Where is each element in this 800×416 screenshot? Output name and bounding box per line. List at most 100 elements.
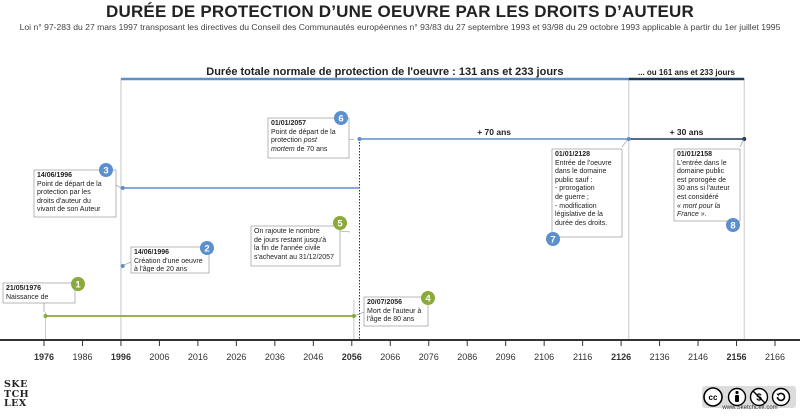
span-point	[357, 137, 362, 141]
callout-pointer	[348, 138, 355, 141]
by-icon	[727, 387, 747, 407]
axis-tick-label: 2156	[727, 352, 747, 362]
callout-text: 01/01/2057 Point de départ de la protectio…	[271, 120, 347, 154]
event-text-line: L'entrée dans le	[677, 159, 727, 167]
event-text-line: protection par les	[37, 189, 91, 197]
callout-box	[673, 148, 741, 222]
total-duration-label: Durée totale normale de protection de l'…	[206, 66, 563, 78]
axis-tick-label: 2106	[534, 352, 554, 362]
event-text-line: - modification	[555, 202, 597, 210]
grid-layer	[45, 79, 745, 340]
badge-number: 6	[338, 113, 343, 124]
callout-text: 14/06/1996 Création d'une oeuvre à l'âge d…	[134, 249, 207, 272]
callout-text: On rajoute le nombre de jours restant jus…	[254, 228, 338, 262]
event-text-line: de jours restant jusqu'à	[254, 236, 327, 244]
axis-tick-label: 2096	[496, 352, 516, 362]
creative-commons-license[interactable]: cc $	[702, 382, 796, 412]
callout-box	[33, 169, 117, 218]
event-date: 20/07/2056	[367, 299, 403, 306]
event-text-line: législative de la	[555, 211, 603, 219]
badge-number: 8	[730, 220, 735, 231]
logo-line: LEX	[4, 398, 27, 409]
callout-text: 20/07/2056 Mort de l'auteur à l'âge de 80 …	[367, 299, 426, 325]
callout-box	[2, 282, 76, 304]
event-text-line: On rajoute le nombre	[254, 228, 320, 235]
event-text-line: France ».	[677, 211, 707, 219]
event-badge-8: 8	[726, 218, 740, 232]
callout-pointer	[121, 261, 132, 267]
event-text-line: Point de départ de la	[37, 180, 102, 188]
span-point	[742, 137, 747, 141]
event-text-line: 30 ans si l'auteur	[677, 185, 730, 193]
axis-tick-label: 2056	[342, 352, 362, 362]
axis-tick-label: 2066	[380, 352, 400, 362]
svg-text:cc: cc	[709, 393, 718, 402]
event-text-line: Mort de l'auteur à	[367, 307, 422, 315]
site-url[interactable]: www.SketchLex.com	[722, 405, 778, 411]
event-point	[43, 314, 48, 318]
event-badge-3: 3	[99, 163, 113, 177]
badge-circle	[546, 232, 560, 246]
badge-number: 2	[204, 243, 209, 254]
callout-box	[267, 117, 350, 159]
badge-circle	[334, 111, 348, 125]
callout-box	[551, 148, 623, 238]
callout-pointer	[739, 138, 745, 148]
event-date: 01/01/2128	[555, 151, 591, 158]
callout-text: 01/01/2158 L'entrée dans le domaine public…	[677, 151, 738, 220]
event-text-line: Point de départ de la	[271, 128, 336, 136]
event-text-line: protection post	[271, 137, 317, 145]
logo-line: SKE	[4, 379, 28, 390]
span-point	[626, 137, 631, 141]
plus-70-label: + 70 ans	[477, 127, 511, 137]
event-date: 21/05/1976	[6, 285, 42, 292]
event-date: 01/01/2057	[271, 120, 307, 127]
callout-pointer	[115, 184, 122, 189]
axis-tick-label: 2136	[650, 352, 670, 362]
event-text-line: domaine public	[677, 168, 725, 176]
axis-tick-label: 2116	[573, 352, 592, 362]
war-extension-label: ... ou 161 ans et 233 jours	[638, 68, 735, 77]
event-text-line: durée des droits.	[555, 219, 608, 227]
axis-tick-label: 2016	[188, 352, 208, 362]
event-text-line: de guerre ;	[555, 193, 589, 201]
badge-number: 3	[103, 165, 108, 176]
axis-tick-label: 2006	[149, 352, 169, 362]
axis-tick-label: 1976	[34, 352, 54, 362]
axis-tick-label: 2146	[688, 352, 708, 362]
badge-number: 4	[425, 293, 431, 304]
callout-box	[130, 246, 210, 274]
callout-pointer	[621, 138, 629, 148]
badge-circle	[200, 241, 214, 255]
callout-box	[250, 225, 341, 267]
badge-circle	[333, 216, 347, 230]
event-text-line: à l'âge de 20 ans	[134, 266, 188, 272]
axis-tick-label: 2036	[265, 352, 285, 362]
event-text-line: Entrée de l'oeuvre	[555, 159, 612, 167]
event-text-line: droits d'auteur du	[37, 197, 91, 205]
callout-pointer	[353, 311, 365, 317]
axis-tick-label: 2086	[457, 352, 477, 362]
sketchlex-logo: SKE TCH LEX	[4, 380, 30, 409]
axis-tick-label: 2076	[419, 352, 439, 362]
badge-circle	[421, 291, 435, 305]
event-badge-1: 1	[71, 277, 85, 291]
plus-30-label: + 30 ans	[670, 127, 704, 137]
callout-text: 01/01/2128 Entrée de l'oeuvre dans le doma…	[555, 151, 620, 228]
axis-tick-label: 2126	[611, 352, 631, 362]
axis-tick-label: 1986	[72, 352, 92, 362]
